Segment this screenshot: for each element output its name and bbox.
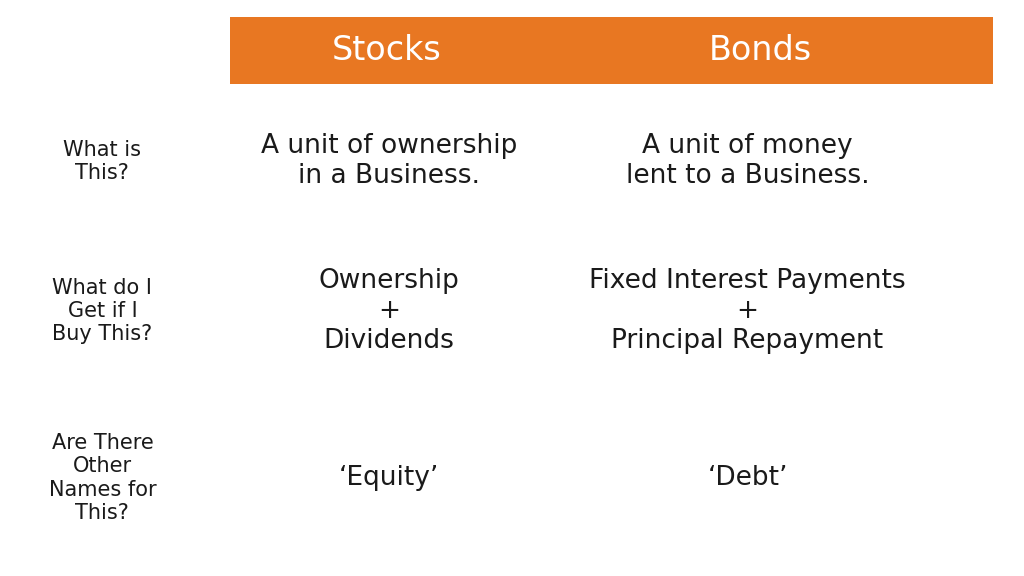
Text: ‘Equity’: ‘Equity’ xyxy=(339,465,439,491)
Text: Stocks: Stocks xyxy=(332,34,441,67)
FancyBboxPatch shape xyxy=(230,17,543,84)
Text: Bonds: Bonds xyxy=(709,34,812,67)
Text: What is
This?: What is This? xyxy=(63,140,141,183)
Text: A unit of ownership
in a Business.: A unit of ownership in a Business. xyxy=(261,133,517,190)
Text: Ownership
+
Dividends: Ownership + Dividends xyxy=(318,268,460,354)
Text: Fixed Interest Payments
+
Principal Repayment: Fixed Interest Payments + Principal Repa… xyxy=(589,268,906,354)
FancyBboxPatch shape xyxy=(527,17,993,84)
Text: Are There
Other
Names for
This?: Are There Other Names for This? xyxy=(48,433,157,523)
Text: ‘Debt’: ‘Debt’ xyxy=(708,465,787,491)
Text: A unit of money
lent to a Business.: A unit of money lent to a Business. xyxy=(626,133,869,190)
Text: What do I
Get if I
Buy This?: What do I Get if I Buy This? xyxy=(52,278,153,344)
